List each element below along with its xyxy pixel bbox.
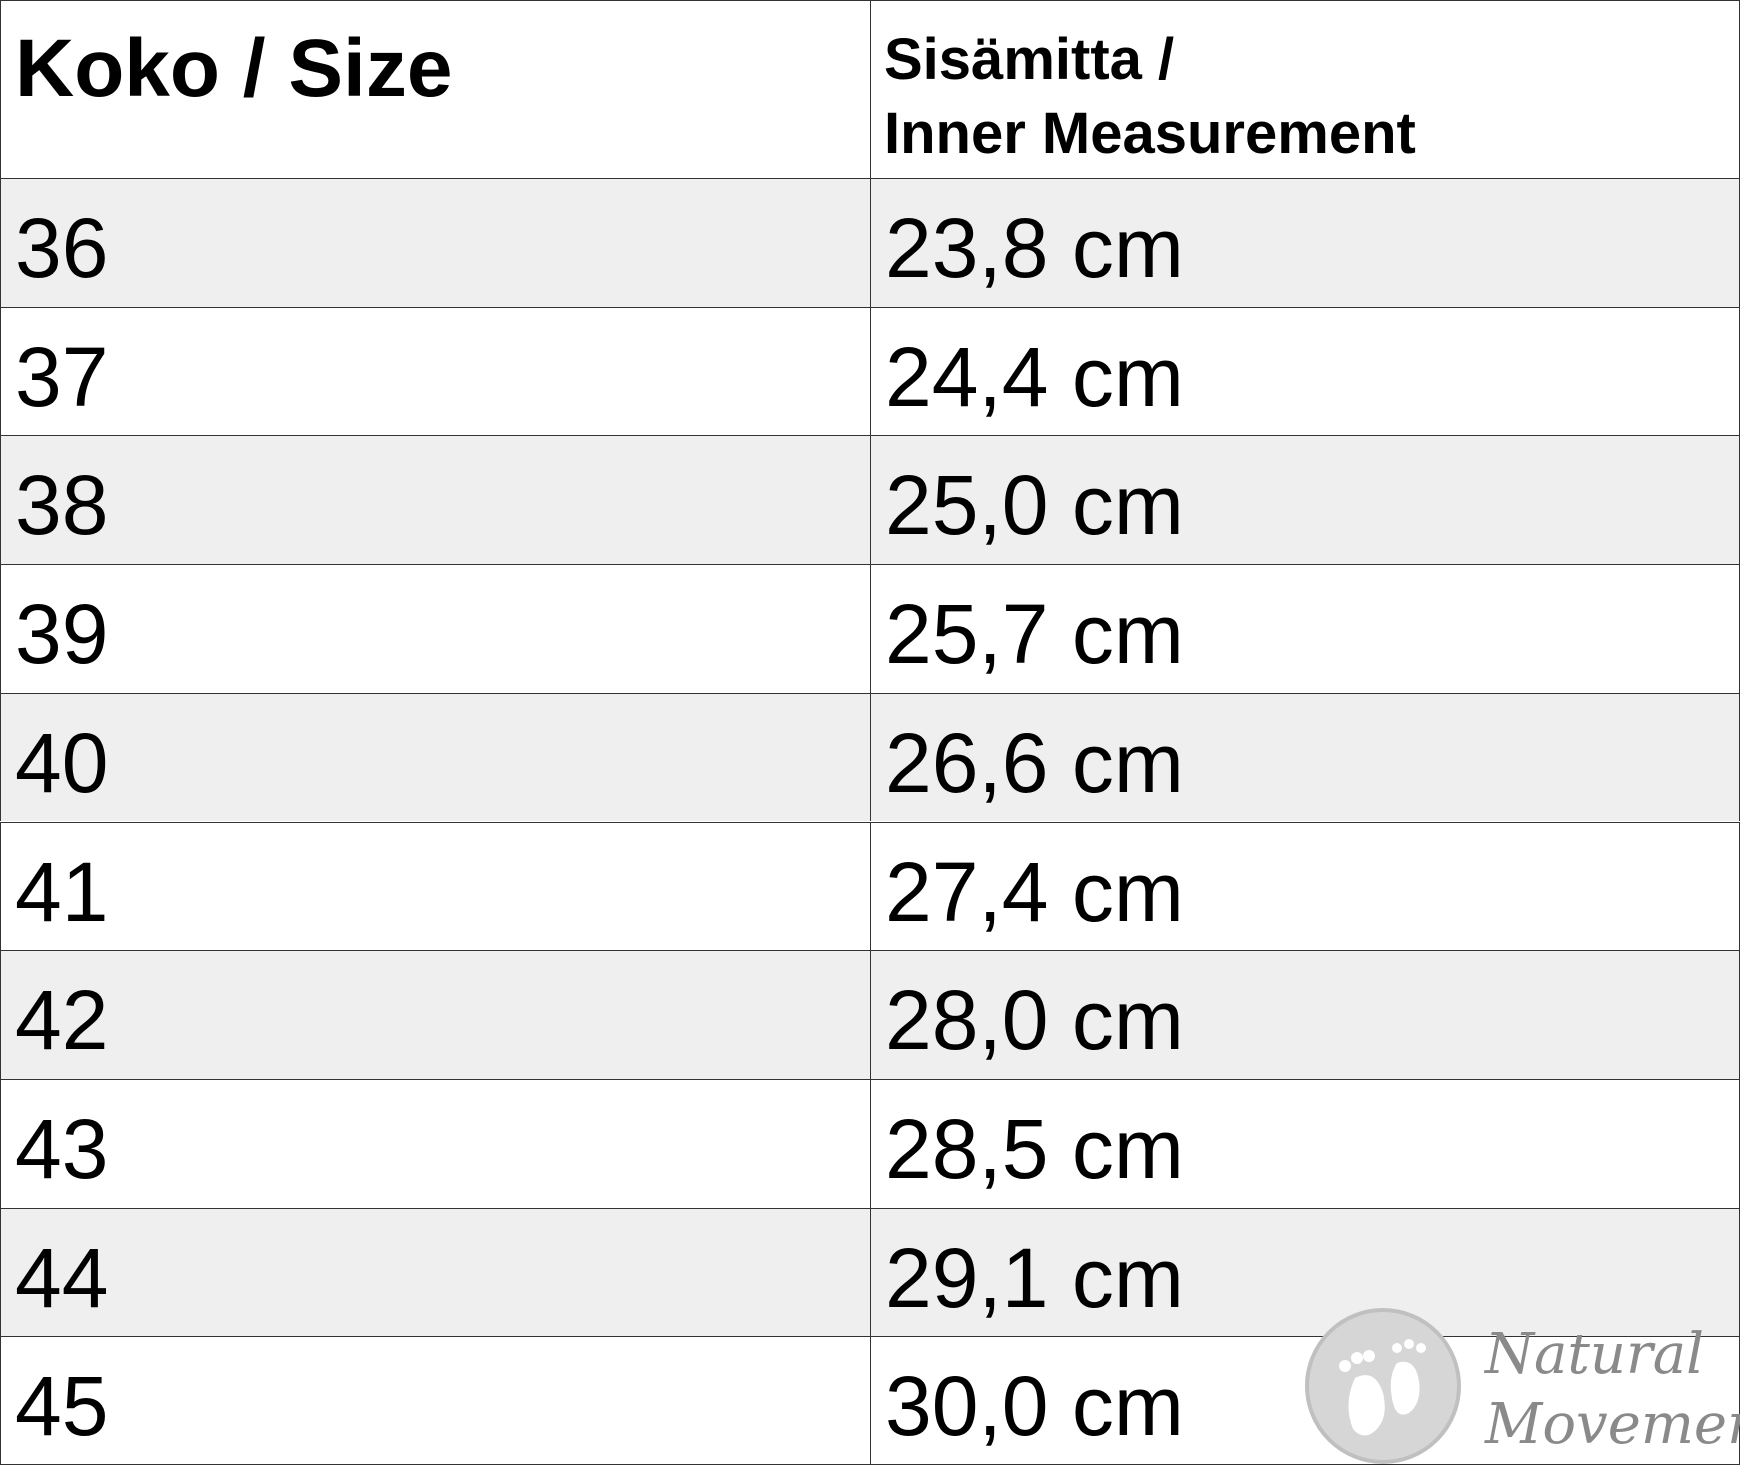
table-cell: 28,5 cm bbox=[870, 1079, 1740, 1208]
table-cell: 25,0 cm bbox=[870, 436, 1740, 565]
table-cell: 41 bbox=[0, 822, 870, 951]
table-cell: 28,0 cm bbox=[870, 951, 1740, 1079]
table-cell: 44 bbox=[0, 1208, 870, 1337]
table-cell: 45 bbox=[0, 1337, 870, 1464]
table-row: 43 28,5 cm bbox=[0, 1078, 1740, 1208]
logo-icon bbox=[1305, 1308, 1461, 1464]
logo-text: Natural bbox=[1485, 1322, 1705, 1387]
header-cell: Sisämitta / Inner Measurement bbox=[870, 1, 1740, 178]
table-cell: 42 bbox=[0, 951, 870, 1079]
table-cell: 27,4 cm bbox=[870, 822, 1740, 951]
table-cell: 30,0 cm bbox=[870, 1337, 1740, 1464]
table-cell: 29,1 cm bbox=[870, 1208, 1740, 1337]
table-row: 40 26,6 cm bbox=[0, 692, 1740, 822]
table-cell: 43 bbox=[0, 1079, 870, 1208]
header-line: Sisämitta / bbox=[884, 27, 1175, 92]
table-cell: 39 bbox=[0, 565, 870, 693]
table-cell: 25,7 cm bbox=[870, 565, 1740, 693]
header-line: Inner Measurement bbox=[884, 101, 1416, 166]
table-cell: 36 bbox=[0, 179, 870, 307]
logo-text: Movement bbox=[1485, 1392, 1740, 1457]
table-row: 39 25,7 cm bbox=[0, 564, 1740, 693]
table-row: 42 28,0 cm bbox=[0, 950, 1740, 1079]
table-row: 44 29,1 cm bbox=[0, 1207, 1740, 1337]
table-cell: 24,4 cm bbox=[870, 307, 1740, 436]
table-cell: 40 bbox=[0, 693, 870, 822]
table-row: 37 24,4 cm bbox=[0, 306, 1740, 436]
table-row: 36 23,8 cm bbox=[0, 178, 1740, 307]
table-cell: 23,8 cm bbox=[870, 179, 1740, 307]
table-row: 41 27,4 cm bbox=[0, 821, 1740, 951]
table-cell: 38 bbox=[0, 436, 870, 565]
header-cell: Koko / Size bbox=[0, 1, 870, 178]
header-row: Koko / Size Sisämitta / Inner Measurement bbox=[0, 0, 1740, 178]
table-cell: 37 bbox=[0, 307, 870, 436]
table-row: 38 25,0 cm bbox=[0, 435, 1740, 565]
table-cell: 26,6 cm bbox=[870, 693, 1740, 822]
table-row: 45 30,0 cm bbox=[0, 1336, 1740, 1465]
